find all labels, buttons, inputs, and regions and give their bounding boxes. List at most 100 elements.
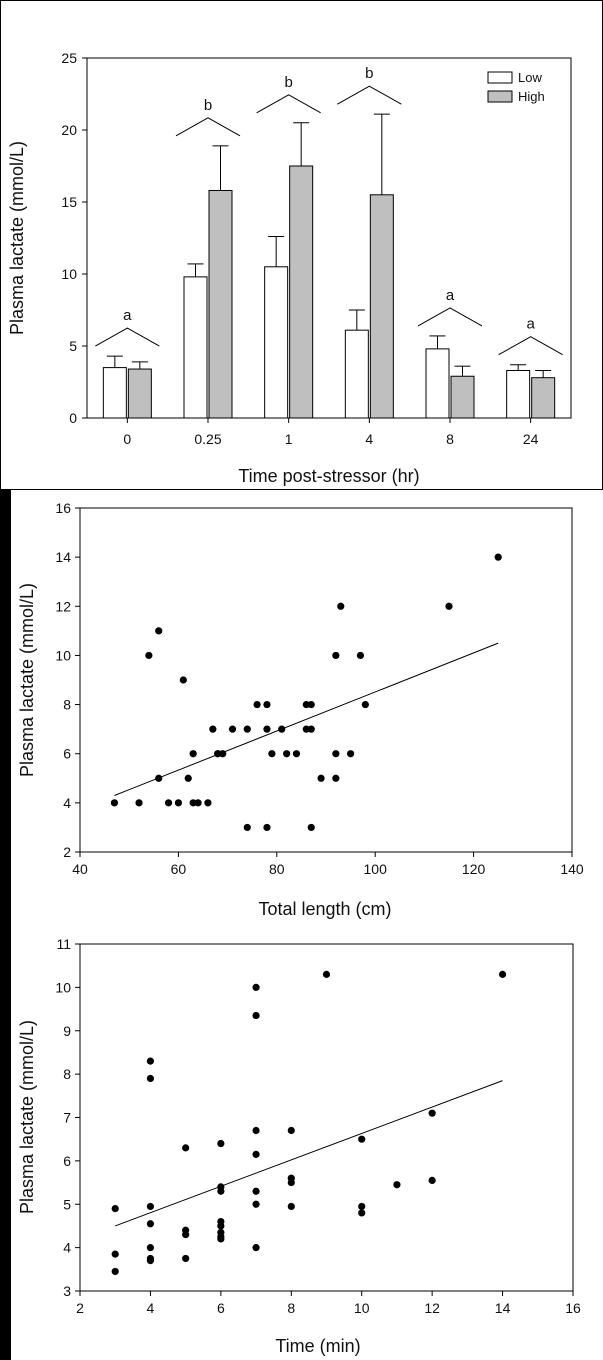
data-point xyxy=(179,676,187,684)
data-point xyxy=(307,700,315,709)
data-point xyxy=(111,1250,119,1258)
data-point xyxy=(268,750,276,758)
significance-bracket xyxy=(256,94,321,114)
data-point xyxy=(361,700,369,709)
significance-bracket xyxy=(95,327,160,347)
data-point xyxy=(263,823,271,832)
data-point xyxy=(358,1209,366,1217)
data-point xyxy=(146,1257,155,1265)
y-tick-label: 16 xyxy=(55,500,71,516)
data-point xyxy=(263,725,271,733)
y-tick-label: 6 xyxy=(63,1153,71,1169)
time-scatter-x-ticks: 2 4 6 8 10 12 14 16 xyxy=(76,1291,581,1316)
data-point xyxy=(358,1202,366,1211)
data-point xyxy=(322,970,331,978)
bar-high-2 xyxy=(289,165,314,419)
data-point xyxy=(110,799,119,807)
x-tick-label: 140 xyxy=(560,861,584,877)
data-point xyxy=(243,823,251,832)
time-scatter-frame xyxy=(79,943,574,1292)
bar-chart-frame xyxy=(86,57,572,419)
data-point xyxy=(252,983,260,991)
data-point xyxy=(217,1187,225,1195)
x-tick-label: 1 xyxy=(285,431,293,447)
length-scatter-y-axis-title: Plasma lactate (mmol/L) xyxy=(17,583,37,777)
x-tick-label: 24 xyxy=(523,431,539,447)
length-scatter-panel: 2 4 6 8 10 12 14 16 40 60 80 100 120 140 Total lengt… xyxy=(17,500,584,919)
data-point xyxy=(253,700,261,709)
data-point xyxy=(155,627,163,635)
bar-high-1 xyxy=(208,189,233,419)
y-tick-label: 6 xyxy=(63,746,71,762)
significance-letter: b xyxy=(284,74,292,91)
legend-swatch-high xyxy=(487,90,513,103)
x-tick-label: 100 xyxy=(364,861,388,877)
data-point xyxy=(302,700,310,709)
length-scatter-points xyxy=(110,553,502,832)
data-point xyxy=(145,651,153,660)
data-point xyxy=(194,799,202,807)
bar-chart-significance: a b b b a a xyxy=(95,65,563,356)
data-point xyxy=(358,1135,366,1143)
y-tick-label: 10 xyxy=(61,266,77,282)
x-tick-label: 8 xyxy=(287,1300,295,1316)
data-point xyxy=(189,799,197,807)
y-tick-label: 8 xyxy=(63,1066,71,1082)
data-point xyxy=(356,651,365,660)
y-tick-label: 5 xyxy=(69,338,77,354)
significance-bracket xyxy=(417,307,483,327)
time-scatter-panel: 3 4 5 6 7 8 9 10 11 2 4 6 8 10 12 14 16 Time (min) Plas… xyxy=(17,936,581,1356)
data-point xyxy=(307,823,315,832)
data-point xyxy=(146,1074,155,1083)
data-point xyxy=(302,725,310,733)
time-scatter-y-ticks: 3 4 5 6 7 8 9 10 11 xyxy=(55,936,80,1299)
bar-low-1 xyxy=(183,276,208,419)
x-tick-label: 12 xyxy=(424,1300,440,1316)
significance-letter: a xyxy=(446,287,455,304)
y-tick-label: 10 xyxy=(55,979,71,995)
y-tick-label: 5 xyxy=(63,1196,71,1212)
data-point xyxy=(292,750,301,758)
data-point xyxy=(263,700,271,709)
y-tick-label: 7 xyxy=(63,1110,71,1126)
x-tick-label: 4 xyxy=(365,431,373,447)
y-tick-label: 4 xyxy=(63,795,71,811)
data-point xyxy=(146,1220,155,1228)
x-tick-label: 16 xyxy=(565,1300,581,1316)
y-tick-label: 10 xyxy=(55,647,71,663)
data-point xyxy=(184,774,192,782)
significance-bracket xyxy=(175,117,241,137)
data-point xyxy=(428,1109,436,1117)
bar-low-4 xyxy=(425,348,450,419)
x-tick-label: 4 xyxy=(147,1300,155,1316)
significance-letter: a xyxy=(123,307,132,324)
x-tick-label: 14 xyxy=(495,1300,511,1316)
y-tick-label: 25 xyxy=(61,50,77,66)
legend-swatch-low xyxy=(487,71,513,84)
y-tick-label: 9 xyxy=(63,1023,71,1039)
bar-chart-bars xyxy=(102,113,556,419)
y-tick-label: 4 xyxy=(63,1240,71,1256)
significance-letter: b xyxy=(204,97,212,114)
bar-chart-x-ticks: 0 0.25 1 4 8 24 xyxy=(123,418,539,447)
y-tick-label: 15 xyxy=(61,194,77,210)
bar-low-5 xyxy=(506,369,531,419)
x-tick-label: 10 xyxy=(354,1300,370,1316)
data-point xyxy=(252,1150,260,1158)
y-tick-label: 2 xyxy=(63,844,71,860)
length-scatter-y-ticks: 2 4 6 8 10 12 14 16 xyxy=(55,500,80,860)
data-point xyxy=(332,750,340,758)
data-point xyxy=(204,799,212,807)
data-point xyxy=(494,553,502,561)
y-tick-label: 11 xyxy=(56,936,71,952)
time-scatter-y-axis-title: Plasma lactate (mmol/L) xyxy=(17,1020,37,1214)
data-point xyxy=(252,1011,260,1020)
x-tick-label: 0 xyxy=(123,431,131,447)
data-point xyxy=(332,651,340,660)
data-point xyxy=(252,1187,260,1195)
data-point xyxy=(146,1202,155,1211)
bar-chart-y-axis-title: Plasma lactate (mmol/L) xyxy=(7,141,27,335)
time-scatter-x-axis-title: Time (min) xyxy=(275,1336,360,1356)
data-point xyxy=(182,1254,190,1263)
